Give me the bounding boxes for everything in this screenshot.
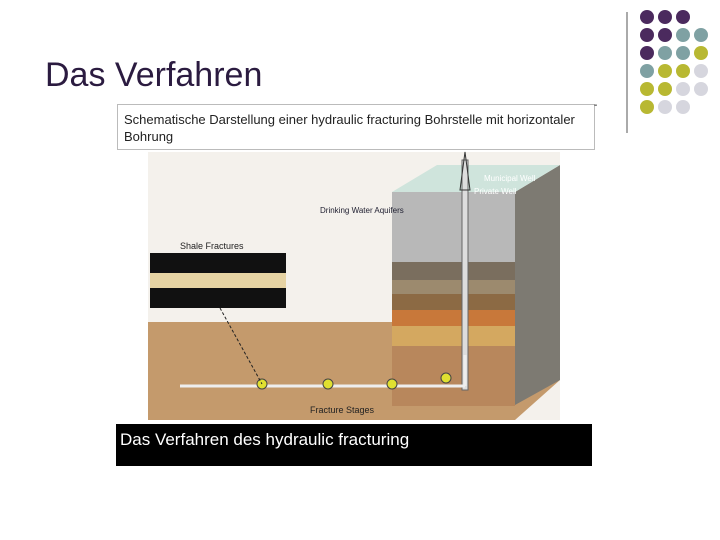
dot [640, 46, 654, 60]
dot [694, 46, 708, 60]
label: Municipal Well [484, 174, 536, 183]
dot [658, 100, 672, 114]
label: Fracture Stages [310, 405, 375, 415]
label: Private Well [474, 187, 517, 196]
label: Shale Fractures [180, 241, 244, 251]
dot [658, 46, 672, 60]
dot [640, 64, 654, 78]
dot [676, 64, 690, 78]
dot [658, 64, 672, 78]
dot [640, 28, 654, 42]
slide-title: Das Verfahren [45, 56, 263, 94]
dot [640, 82, 654, 96]
dot [676, 82, 690, 96]
dot [676, 100, 690, 114]
diagram: Drinking Water Aquifers Municipal Well P… [117, 148, 592, 420]
marker: - [594, 100, 598, 111]
dot [640, 10, 654, 24]
dot [694, 28, 708, 42]
dot [658, 10, 672, 24]
dot [658, 28, 672, 42]
dot [694, 64, 708, 78]
dot [676, 10, 690, 24]
dot [658, 82, 672, 96]
footer-caption: Das Verfahren des hydraulic fracturing [116, 424, 592, 466]
dot [676, 28, 690, 42]
label: Drinking Water Aquifers [320, 206, 404, 215]
dot [676, 46, 690, 60]
dot [640, 100, 654, 114]
dot-grid [640, 10, 708, 114]
dot [694, 82, 708, 96]
caption: Schematische Darstellung einer hydraulic… [117, 104, 595, 150]
